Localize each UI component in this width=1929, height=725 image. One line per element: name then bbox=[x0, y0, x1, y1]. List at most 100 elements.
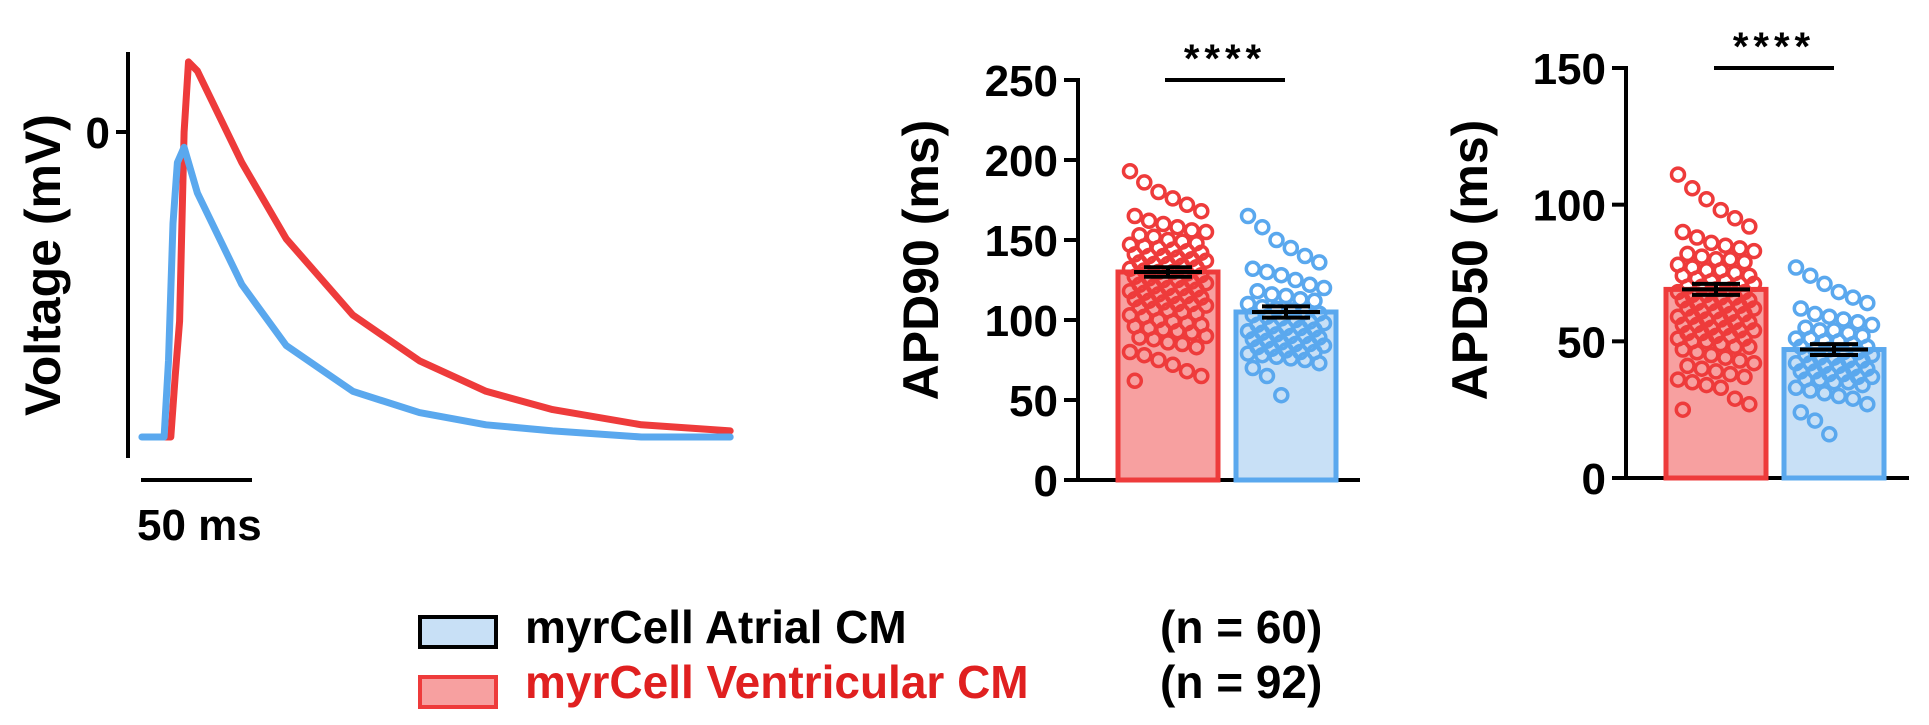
data-point-atrial bbox=[1806, 412, 1824, 429]
data-point-atrial bbox=[1244, 359, 1262, 377]
data-point-ventricular bbox=[1745, 354, 1763, 372]
data-point-ventricular bbox=[1197, 327, 1215, 345]
ventricular-ap-trace bbox=[149, 58, 734, 441]
data-point-atrial bbox=[1787, 259, 1805, 276]
data-point-atrial bbox=[1863, 368, 1881, 386]
data-point-ventricular bbox=[1736, 368, 1753, 386]
ap-y-axis-title: Voltage (mV) bbox=[15, 114, 71, 416]
y-tick-label: 150 bbox=[1533, 45, 1606, 94]
data-point-ventricular bbox=[1121, 162, 1139, 180]
data-point-ventricular bbox=[1745, 275, 1763, 293]
data-point-atrial bbox=[1292, 290, 1309, 308]
data-point-atrial bbox=[1844, 390, 1862, 407]
data-point-ventricular bbox=[1745, 322, 1763, 339]
data-point-atrial bbox=[1315, 279, 1333, 297]
legend-swatch-ventricular bbox=[418, 675, 498, 709]
data-point-atrial bbox=[1268, 231, 1285, 249]
data-point-atrial bbox=[1249, 282, 1266, 300]
data-point-ventricular bbox=[1136, 346, 1153, 364]
y-tick-label: 100 bbox=[985, 297, 1058, 346]
data-point-atrial bbox=[1263, 286, 1281, 303]
apd50-bars bbox=[1663, 166, 1887, 481]
data-point-atrial bbox=[1273, 266, 1290, 284]
data-point-ventricular bbox=[1174, 335, 1191, 353]
data-point-ventricular bbox=[1193, 202, 1210, 220]
y-tick-label: 0 bbox=[1582, 455, 1606, 504]
apd90-significance-stars: **** bbox=[1184, 37, 1266, 81]
data-point-ventricular bbox=[1741, 218, 1758, 235]
data-point-atrial bbox=[1277, 287, 1295, 305]
data-point-ventricular bbox=[1688, 344, 1706, 361]
action-potential-panel: Voltage (mV) 0 50 ms bbox=[15, 52, 734, 550]
data-point-atrial bbox=[1273, 386, 1290, 404]
data-point-atrial bbox=[1821, 308, 1838, 325]
apd50-y-axis-title: APD50 (ms) bbox=[1442, 120, 1498, 401]
data-point-atrial bbox=[1792, 300, 1810, 317]
data-point-atrial bbox=[1244, 260, 1262, 278]
data-point-atrial bbox=[1844, 289, 1862, 306]
y-tick-label: 50 bbox=[1009, 377, 1058, 426]
data-point-ventricular bbox=[1126, 207, 1144, 225]
data-point-ventricular bbox=[1717, 237, 1734, 254]
data-point-ventricular bbox=[1684, 180, 1701, 197]
data-point-ventricular bbox=[1698, 376, 1715, 394]
data-point-ventricular bbox=[1140, 212, 1158, 230]
data-point-atrial bbox=[1816, 385, 1833, 402]
apd50-significance-stars: **** bbox=[1733, 25, 1815, 69]
data-point-atrial bbox=[1806, 305, 1824, 323]
data-point-atrial bbox=[1802, 267, 1819, 284]
legend-n-atrial: (n = 60) bbox=[1160, 601, 1322, 653]
data-point-ventricular bbox=[1150, 351, 1167, 369]
data-point-ventricular bbox=[1164, 356, 1182, 374]
data-point-ventricular bbox=[1155, 215, 1172, 233]
ap-zero-tick-label: 0 bbox=[86, 109, 110, 158]
data-point-ventricular bbox=[1741, 395, 1758, 413]
data-point-ventricular bbox=[1136, 174, 1153, 191]
data-point-atrial bbox=[1835, 311, 1852, 328]
data-point-atrial bbox=[1258, 263, 1276, 281]
data-point-ventricular bbox=[1707, 363, 1725, 380]
data-point-atrial bbox=[1311, 254, 1328, 271]
data-point-atrial bbox=[1296, 247, 1314, 265]
data-point-atrial bbox=[1296, 351, 1314, 369]
data-point-atrial bbox=[1863, 316, 1881, 334]
data-point-ventricular bbox=[1712, 201, 1730, 219]
y-tick-label: 100 bbox=[1533, 182, 1606, 231]
legend-swatch-atrial bbox=[418, 615, 498, 649]
data-point-atrial bbox=[1239, 207, 1257, 225]
data-point-ventricular bbox=[1736, 253, 1753, 271]
data-point-atrial bbox=[1282, 239, 1300, 257]
data-point-ventricular bbox=[1669, 371, 1687, 388]
data-point-ventricular bbox=[1126, 372, 1144, 390]
legend: myrCell Atrial CM (n = 60) myrCell Ventr… bbox=[418, 601, 1322, 709]
data-point-ventricular bbox=[1679, 357, 1696, 375]
data-point-ventricular bbox=[1679, 245, 1696, 263]
ap-scalebar-label: 50 ms bbox=[137, 501, 262, 550]
data-point-atrial bbox=[1787, 379, 1805, 397]
data-point-ventricular bbox=[1703, 234, 1720, 252]
data-point-ventricular bbox=[1674, 401, 1692, 418]
data-point-ventricular bbox=[1169, 218, 1186, 236]
data-point-atrial bbox=[1859, 294, 1876, 312]
data-point-ventricular bbox=[1197, 223, 1215, 241]
data-point-ventricular bbox=[1121, 343, 1139, 361]
data-point-ventricular bbox=[1183, 324, 1201, 342]
apd90-axes: 0 50 100 150 200 250 bbox=[985, 57, 1360, 506]
data-point-atrial bbox=[1258, 367, 1276, 385]
y-tick-label: 250 bbox=[985, 57, 1058, 106]
data-point-ventricular bbox=[1164, 190, 1182, 207]
data-point-atrial bbox=[1792, 404, 1810, 421]
apd90-bars bbox=[1115, 162, 1339, 483]
y-tick-label: 50 bbox=[1557, 318, 1606, 367]
data-point-ventricular bbox=[1197, 297, 1215, 314]
data-point-ventricular bbox=[1698, 333, 1715, 350]
data-point-ventricular bbox=[1193, 367, 1210, 385]
data-point-ventricular bbox=[1726, 390, 1744, 407]
apd90-panel: APD90 (ms) 0 50 100 150 200 250 **** bbox=[893, 37, 1360, 506]
data-point-atrial bbox=[1821, 426, 1838, 443]
data-point-ventricular bbox=[1741, 338, 1758, 356]
data-point-ventricular bbox=[1669, 166, 1687, 183]
data-point-ventricular bbox=[1717, 349, 1734, 366]
legend-label-atrial: myrCell Atrial CM bbox=[525, 601, 907, 653]
data-point-ventricular bbox=[1145, 330, 1163, 348]
